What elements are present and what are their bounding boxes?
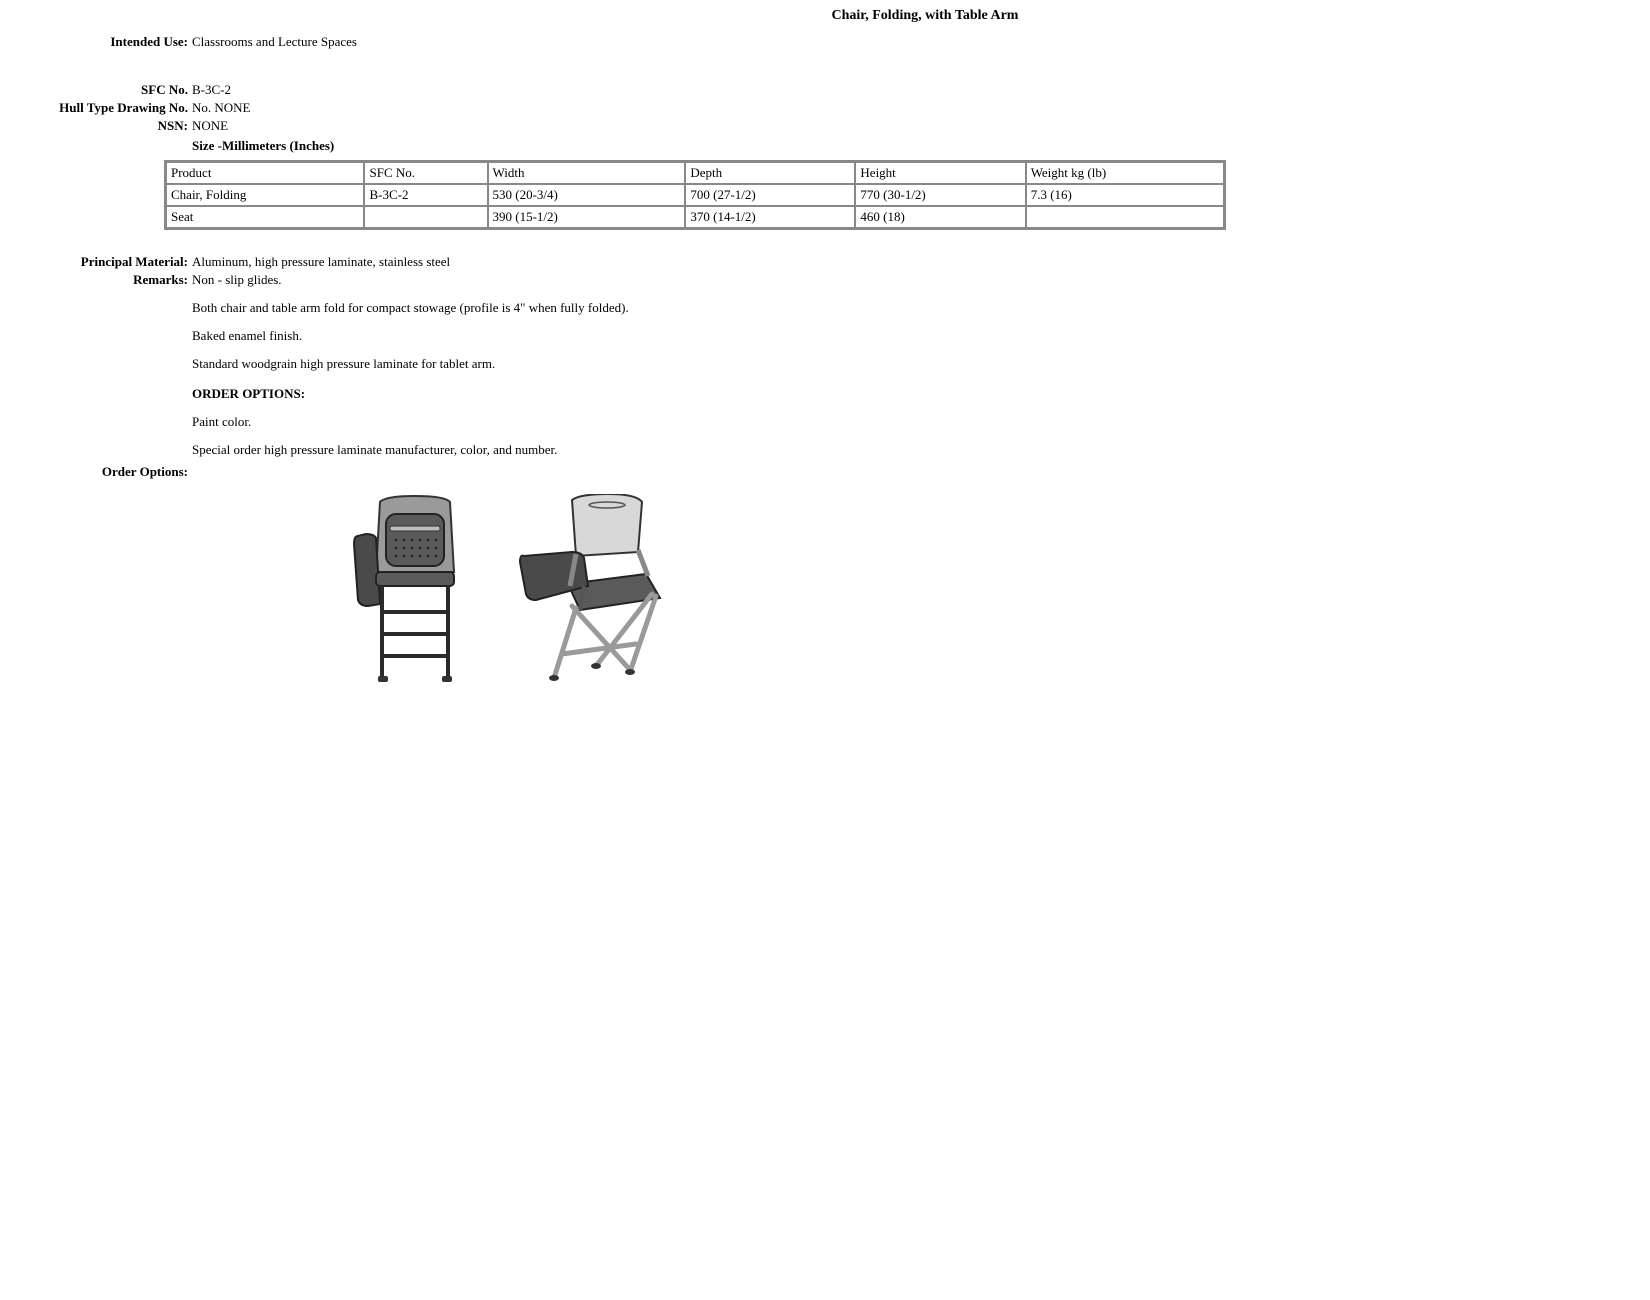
hull-type-label: Hull Type Drawing No.: [20, 100, 192, 116]
order-option-line: Special order high pressure laminate man…: [192, 442, 1630, 458]
intended-use-value: Classrooms and Lecture Spaces: [192, 34, 1630, 50]
remark-line: Standard woodgrain high pressure laminat…: [192, 356, 1630, 372]
cell: 700 (27-1/2): [685, 184, 855, 206]
nsn-label: NSN:: [20, 118, 192, 134]
chair-open-icon: [510, 494, 680, 684]
intended-use-row: Intended Use: Classrooms and Lecture Spa…: [20, 34, 1630, 50]
cell: 7.3 (16): [1026, 184, 1224, 206]
hull-type-row: Hull Type Drawing No. No. NONE: [20, 100, 1630, 116]
remark-line: Both chair and table arm fold for compac…: [192, 300, 1630, 316]
order-option-line: Paint color.: [192, 414, 1630, 430]
illustrations: [350, 494, 1630, 684]
cell: [1026, 206, 1224, 228]
remark-line: Baked enamel finish.: [192, 328, 1630, 344]
order-options-header: ORDER OPTIONS:: [192, 386, 1630, 402]
nsn-row: NSN: NONE: [20, 118, 1630, 134]
col-weight: Weight kg (lb): [1026, 162, 1224, 184]
cell: 370 (14-1/2): [685, 206, 855, 228]
principal-material-label: Principal Material:: [20, 254, 192, 270]
chair-folded-icon: [350, 494, 480, 684]
order-options-row: Order Options:: [20, 464, 1630, 480]
cell: Seat: [166, 206, 364, 228]
cell: 530 (20-3/4): [488, 184, 686, 206]
cell: Chair, Folding: [166, 184, 364, 206]
nsn-value: NONE: [192, 118, 1630, 134]
intended-use-label: Intended Use:: [20, 34, 192, 50]
order-options-label: Order Options:: [20, 464, 192, 480]
cell: B-3C-2: [364, 184, 487, 206]
cell: 770 (30-1/2): [855, 184, 1025, 206]
sfc-no-value: B-3C-2: [192, 82, 1630, 98]
col-depth: Depth: [685, 162, 855, 184]
table-row: Chair, Folding B-3C-2 530 (20-3/4) 700 (…: [166, 184, 1224, 206]
cell: 390 (15-1/2): [488, 206, 686, 228]
col-height: Height: [855, 162, 1025, 184]
col-width: Width: [488, 162, 686, 184]
col-sfc: SFC No.: [364, 162, 487, 184]
cell: [364, 206, 487, 228]
principal-material-value: Aluminum, high pressure laminate, stainl…: [192, 254, 1630, 270]
spec-table: Product SFC No. Width Depth Height Weigh…: [164, 160, 1226, 230]
size-header: Size -Millimeters (Inches): [192, 138, 1630, 154]
principal-material-row: Principal Material: Aluminum, high press…: [20, 254, 1630, 270]
remarks-row: Remarks: Non - slip glides.: [20, 272, 1630, 288]
sfc-no-row: SFC No. B-3C-2: [20, 82, 1630, 98]
hull-type-value: No. NONE: [192, 100, 1630, 116]
page-title: Chair, Folding, with Table Arm: [20, 8, 1630, 24]
order-options-value: [192, 464, 1630, 480]
remarks-first-line: Non - slip glides.: [192, 272, 1630, 288]
remarks-label: Remarks:: [20, 272, 192, 288]
table-row: Seat 390 (15-1/2) 370 (14-1/2) 460 (18): [166, 206, 1224, 228]
cell: 460 (18): [855, 206, 1025, 228]
table-header-row: Product SFC No. Width Depth Height Weigh…: [166, 162, 1224, 184]
sfc-no-label: SFC No.: [20, 82, 192, 98]
col-product: Product: [166, 162, 364, 184]
